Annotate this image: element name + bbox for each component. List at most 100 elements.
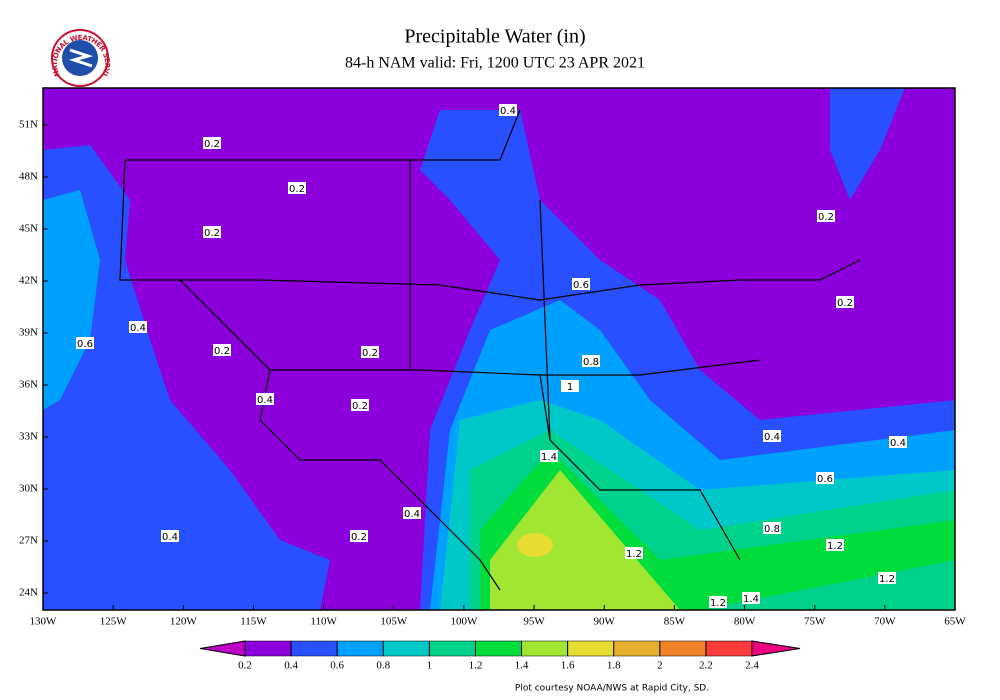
colorbar-segment [475,640,522,657]
contour-label: 0.4 [500,106,516,117]
contour-label-box [213,344,231,356]
colorbar-label: 1.8 [607,660,621,672]
contour-label: 0.2 [351,532,367,543]
contour-label-box [572,278,590,290]
contour-label-box [499,104,517,116]
contour-label: 0.2 [214,346,230,357]
map-frame [42,87,956,611]
colorbar-segment [705,640,753,657]
lat-label: 36N [19,379,38,391]
contour-label: 0.8 [764,524,780,535]
contour-label: 0.6 [573,280,589,291]
contour-label-box [129,321,147,333]
contour-label-box [76,337,94,349]
lat-label: 30N [19,483,38,495]
lat-label: 48N [19,171,38,183]
colorbar-label: 2.4 [745,660,759,672]
colorbar-segment [429,640,476,657]
colorbar-label: 2 [657,660,663,672]
lat-label: 51N [19,119,38,131]
colorbar-label: 1.2 [469,660,483,672]
lon-label: 70W [874,616,896,628]
contour-label: 1.2 [626,549,642,560]
contour-label: 0.4 [890,438,906,449]
contour-label: 1.2 [710,598,726,609]
contour-label: 0.8 [583,357,599,368]
credit: Plot courtesy NOAA/NWS at Rapid City, SD… [515,684,709,694]
colorbar-label: 0.6 [330,660,344,672]
contour-label: 0.4 [257,395,273,406]
contour-label-box [763,430,781,442]
contour-label: 1.2 [827,541,843,552]
lon-label: 130W [30,616,58,628]
colorbar-label: 1.6 [561,660,575,672]
contour-label: 0.2 [204,228,220,239]
contour-label-box [826,539,844,551]
contour-label: 0.4 [764,432,780,443]
contour-label-box [817,210,835,222]
contour-label: 0.2 [352,401,368,412]
contour-label-box [361,346,379,358]
contour-label: 0.2 [362,348,378,359]
contour-label-box [561,380,579,392]
contour-label: 0.2 [289,184,305,195]
colorbar-label: 0.4 [284,660,298,672]
contour-label: 0.2 [204,139,220,150]
colorbar-segment [521,640,568,657]
contour-label-box [161,530,179,542]
colorbar-arrow-low [199,640,246,657]
lat-label: 45N [19,223,38,235]
contour-label-box [625,547,643,559]
colorbar-label: 1 [427,660,433,672]
contour-label-box [203,137,221,149]
contour-label: 1.4 [743,594,759,605]
subtitle: 84-h NAM valid: Fri, 1200 UTC 23 APR 202… [345,55,645,72]
contour-label: 0.4 [130,323,146,334]
contour-label-box [540,450,558,462]
contour-label-box [203,226,221,238]
contour-label-box [403,507,421,519]
colorbar-segment [290,640,338,657]
contour-label-box [582,355,600,367]
colorbar-segment [383,640,430,657]
lon-label: 110W [310,616,337,628]
colorbar-label: 2.2 [699,660,713,672]
lon-label: 65W [944,616,966,628]
lon-label: 85W [664,616,686,628]
colorbar-segment [336,640,384,657]
contour-label: 1.4 [541,452,557,463]
contour-label: 0.2 [837,298,853,309]
contour-label-box [742,592,760,604]
lon-label: 90W [594,616,616,628]
map-field [43,88,955,610]
contour-label-box [889,436,907,448]
lat-label: 39N [19,327,38,339]
contour-label-box [256,393,274,405]
contour-label: 0.2 [818,212,834,223]
colorbar-label: 0.2 [238,660,252,672]
contour-label: 0.4 [404,509,420,520]
colorbar-label: 1.4 [515,660,529,672]
contour-label-box [878,572,896,584]
contour-label: 0.4 [162,532,178,543]
contour-label: 1.2 [879,574,895,585]
lat-label: 24N [19,587,38,599]
lon-label: 115W [240,616,267,628]
lat-label: 33N [19,431,38,443]
contour-label: 0.6 [77,339,93,350]
contour-label-box [816,472,834,484]
lon-label: 100W [450,616,478,628]
title: Precipitable Water (in) [404,26,585,48]
lon-label: 120W [170,616,198,628]
lat-label: 27N [19,535,38,547]
contour-label-box [709,596,727,608]
contour-label-box [836,296,854,308]
colorbar-segment [244,640,292,657]
colorbar-label: 0.8 [376,660,390,672]
contour-label-box [351,399,369,411]
lat-label: 42N [19,275,38,287]
colorbar-segment [567,640,614,657]
contour-label-box [763,522,781,534]
lon-label: 75W [804,616,826,628]
